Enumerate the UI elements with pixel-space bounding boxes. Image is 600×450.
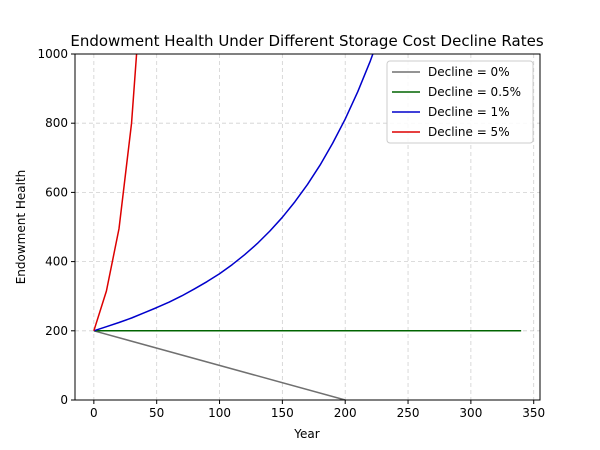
x-tick-label: 300 bbox=[459, 406, 482, 420]
x-tick-label: 100 bbox=[208, 406, 231, 420]
plot-frame bbox=[74, 53, 541, 401]
x-axis-label: Year bbox=[293, 427, 319, 441]
y-tick-label: 1000 bbox=[37, 47, 68, 61]
series-layer bbox=[93, 54, 522, 400]
chart-title: Endowment Health Under Different Storage… bbox=[70, 32, 543, 50]
legend-label-2: Decline = 1% bbox=[428, 105, 510, 119]
series-line-2 bbox=[93, 54, 374, 332]
x-tick-label: 350 bbox=[522, 406, 545, 420]
legend: Decline = 0% Decline = 0.5% Decline = 1% De… bbox=[386, 60, 534, 144]
x-tick-label: 250 bbox=[397, 406, 420, 420]
ticks: 0 50 100 150 200 250 300 350 0 200 400 600 800 1000 bbox=[37, 47, 545, 420]
legend-box bbox=[386, 60, 534, 144]
x-tick-label: 150 bbox=[271, 406, 294, 420]
series-line-3 bbox=[93, 54, 138, 332]
x-tick-label: 0 bbox=[90, 406, 98, 420]
y-tick-label: 400 bbox=[45, 255, 68, 269]
y-tick-label: 0 bbox=[60, 393, 68, 407]
y-tick-label: 200 bbox=[45, 324, 68, 338]
x-tick-label: 200 bbox=[334, 406, 357, 420]
x-tick-label: 50 bbox=[149, 406, 164, 420]
legend-label-0: Decline = 0% bbox=[428, 65, 510, 79]
series-line-0 bbox=[93, 330, 346, 400]
legend-label-1: Decline = 0.5% bbox=[428, 85, 521, 99]
y-tick-label: 800 bbox=[45, 116, 68, 130]
legend-label-3: Decline = 5% bbox=[428, 125, 510, 139]
y-axis-label: Endowment Health bbox=[14, 170, 28, 285]
y-tick-label: 600 bbox=[45, 185, 68, 199]
